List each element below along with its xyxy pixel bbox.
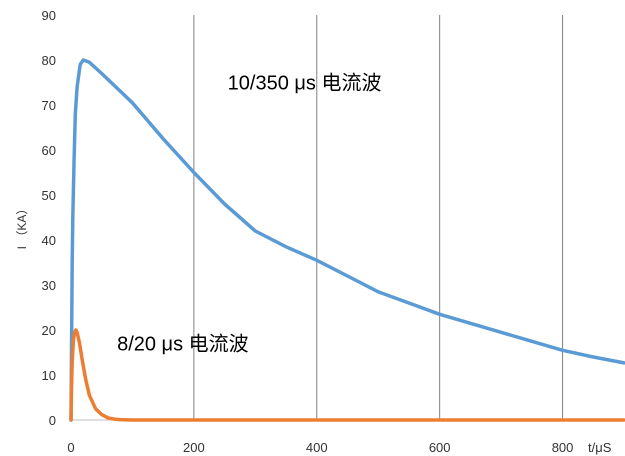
x-axis-ticks: 0 200 400 600 800	[67, 440, 573, 455]
annotations: 10/350 μs 电流波 8/20 μs 电流波	[117, 71, 381, 355]
y-tick-label: 70	[42, 98, 56, 113]
y-tick-label: 50	[42, 188, 56, 203]
x-tick-label: 200	[183, 440, 205, 455]
y-tick-label: 20	[42, 323, 56, 338]
y-axis-ticks: 0 10 20 30 40 50 60 70 80 90	[42, 8, 56, 428]
y-tick-label: 40	[42, 233, 56, 248]
gridlines	[193, 15, 564, 420]
y-axis-label: I （KA）	[15, 203, 29, 250]
x-tick-label: 600	[429, 440, 451, 455]
series-group	[69, 58, 625, 422]
series-line-1	[69, 58, 625, 422]
y-tick-label: 0	[49, 413, 56, 428]
x-axis-label: t/μS	[588, 440, 612, 455]
y-tick-label: 10	[42, 368, 56, 383]
x-tick-label: 0	[67, 440, 74, 455]
y-tick-label: 60	[42, 143, 56, 158]
y-tick-label: 90	[42, 8, 56, 23]
series-annotation-2: 8/20 μs 电流波	[117, 332, 249, 355]
x-tick-label: 400	[306, 440, 328, 455]
x-tick-label: 800	[552, 440, 574, 455]
series-line-2	[69, 328, 625, 422]
y-tick-label: 30	[42, 278, 56, 293]
y-tick-label: 80	[42, 53, 56, 68]
series-annotation-1: 10/350 μs 电流波	[228, 71, 382, 94]
